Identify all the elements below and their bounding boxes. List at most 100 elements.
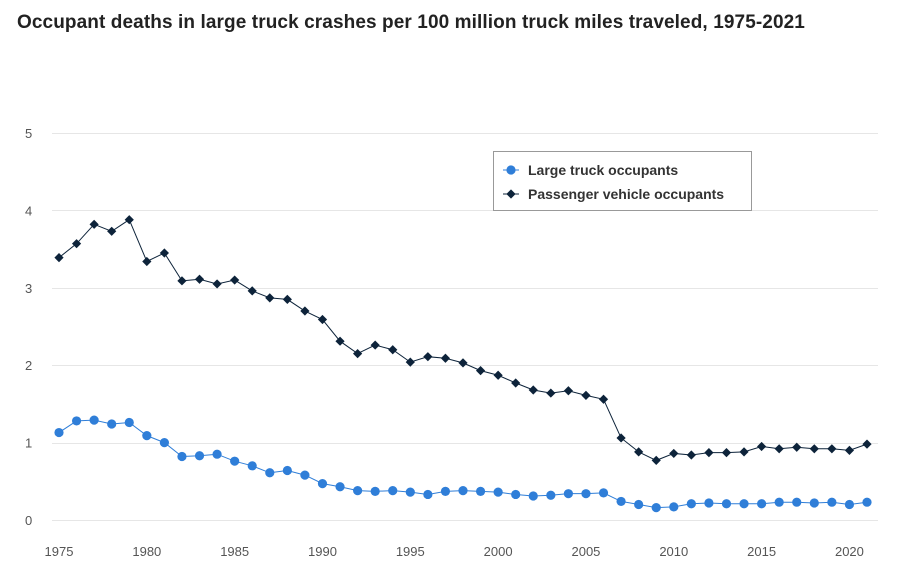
- data-point-large-truck-1991[interactable]: [335, 482, 345, 492]
- data-point-large-truck-2004[interactable]: [563, 489, 573, 499]
- data-point-passenger-vehicle-1985[interactable]: [230, 275, 240, 285]
- data-point-passenger-vehicle-1979[interactable]: [124, 215, 134, 225]
- data-point-passenger-vehicle-1994[interactable]: [388, 345, 398, 355]
- data-point-large-truck-2008[interactable]: [634, 499, 644, 510]
- data-point-passenger-vehicle-2015[interactable]: [757, 441, 767, 452]
- data-point-passenger-vehicle-1976[interactable]: [71, 239, 82, 249]
- data-point-passenger-vehicle-2002[interactable]: [528, 385, 538, 395]
- data-point-passenger-vehicle-2018[interactable]: [809, 444, 819, 454]
- data-point-passenger-vehicle-1996[interactable]: [423, 352, 433, 362]
- data-point-passenger-vehicle-1989[interactable]: [300, 306, 310, 316]
- data-point-large-truck-2002[interactable]: [528, 491, 538, 501]
- data-point-passenger-vehicle-2009[interactable]: [651, 455, 661, 466]
- data-point-passenger-vehicle-2006[interactable]: [598, 394, 609, 404]
- data-point-large-truck-1999[interactable]: [475, 486, 486, 496]
- data-point-passenger-vehicle-1992[interactable]: [353, 348, 363, 359]
- data-point-passenger-vehicle-1997[interactable]: [440, 353, 451, 363]
- data-point-large-truck-1981[interactable]: [159, 438, 169, 448]
- legend-item-large-truck[interactable]: Large truck occupants: [503, 162, 678, 178]
- data-point-passenger-vehicle-1993[interactable]: [370, 340, 380, 350]
- data-point-passenger-vehicle-1991[interactable]: [335, 336, 345, 346]
- data-point-large-truck-2019[interactable]: [827, 497, 837, 507]
- data-point-large-truck-2006[interactable]: [598, 488, 609, 498]
- data-point-large-truck-2009[interactable]: [651, 503, 661, 513]
- data-point-passenger-vehicle-2013[interactable]: [721, 448, 732, 458]
- data-point-passenger-vehicle-2005[interactable]: [581, 390, 591, 400]
- data-point-passenger-vehicle-1982[interactable]: [177, 276, 187, 286]
- data-point-large-truck-2007[interactable]: [616, 496, 626, 507]
- data-point-passenger-vehicle-1995[interactable]: [405, 357, 415, 367]
- data-point-large-truck-2020[interactable]: [844, 499, 855, 510]
- data-point-passenger-vehicle-1978[interactable]: [107, 226, 117, 236]
- data-point-passenger-vehicle-2017[interactable]: [792, 442, 802, 452]
- data-point-passenger-vehicle-1984[interactable]: [212, 279, 222, 289]
- data-point-passenger-vehicle-2008[interactable]: [634, 447, 644, 457]
- data-point-passenger-vehicle-2001[interactable]: [511, 378, 521, 388]
- data-point-large-truck-2017[interactable]: [792, 497, 802, 507]
- data-point-large-truck-1989[interactable]: [300, 470, 310, 480]
- data-point-passenger-vehicle-1990[interactable]: [317, 314, 328, 325]
- data-point-large-truck-1984[interactable]: [212, 449, 222, 459]
- data-point-passenger-vehicle-2007[interactable]: [616, 433, 626, 443]
- data-point-passenger-vehicle-2010[interactable]: [669, 448, 679, 459]
- data-point-large-truck-2011[interactable]: [686, 499, 696, 509]
- data-point-passenger-vehicle-1983[interactable]: [194, 274, 205, 284]
- data-point-large-truck-1996[interactable]: [423, 489, 433, 500]
- data-point-passenger-vehicle-1980[interactable]: [142, 256, 152, 267]
- data-point-large-truck-2000[interactable]: [493, 487, 503, 497]
- data-point-large-truck-1990[interactable]: [317, 479, 328, 489]
- data-point-passenger-vehicle-2014[interactable]: [739, 447, 749, 457]
- data-point-passenger-vehicle-1999[interactable]: [475, 366, 486, 376]
- data-point-passenger-vehicle-2011[interactable]: [686, 450, 696, 460]
- x-axis-tick-labels: 1975 1980 1985 1990 1995 2000 2005 2010 2015 2020: [45, 544, 864, 559]
- data-point-large-truck-1992[interactable]: [353, 485, 363, 496]
- legend-item-passenger-vehicle[interactable]: Passenger vehicle occupants: [503, 186, 724, 202]
- data-point-large-truck-2012[interactable]: [704, 498, 714, 508]
- data-point-large-truck-1993[interactable]: [370, 486, 380, 496]
- data-point-large-truck-1986[interactable]: [247, 461, 257, 471]
- legend[interactable]: Large truck occupants Passenger vehicle o…: [493, 151, 752, 211]
- data-point-passenger-vehicle-2021[interactable]: [862, 439, 872, 449]
- data-point-large-truck-2016[interactable]: [774, 497, 784, 507]
- data-point-large-truck-1987[interactable]: [265, 468, 275, 478]
- data-point-large-truck-1975[interactable]: [54, 427, 64, 438]
- data-point-large-truck-1976[interactable]: [71, 416, 82, 426]
- data-point-passenger-vehicle-1987[interactable]: [265, 293, 275, 303]
- data-point-large-truck-2018[interactable]: [809, 498, 819, 508]
- data-point-large-truck-1979[interactable]: [124, 417, 134, 428]
- data-point-large-truck-1985[interactable]: [230, 456, 240, 466]
- data-point-large-truck-1977[interactable]: [89, 415, 99, 425]
- data-point-passenger-vehicle-1977[interactable]: [89, 219, 99, 229]
- data-point-passenger-vehicle-2016[interactable]: [774, 444, 784, 454]
- data-point-passenger-vehicle-2012[interactable]: [704, 448, 714, 458]
- data-point-large-truck-1997[interactable]: [440, 486, 451, 496]
- data-point-large-truck-2021[interactable]: [862, 497, 872, 507]
- y-tick-label: 2: [25, 358, 32, 373]
- data-point-large-truck-1980[interactable]: [142, 431, 152, 441]
- data-point-large-truck-2013[interactable]: [721, 499, 732, 509]
- data-point-large-truck-2001[interactable]: [511, 489, 521, 500]
- data-point-large-truck-1994[interactable]: [388, 485, 398, 496]
- data-point-large-truck-2005[interactable]: [581, 489, 591, 499]
- data-point-large-truck-1978[interactable]: [107, 419, 117, 429]
- data-point-large-truck-1998[interactable]: [458, 485, 468, 496]
- data-point-passenger-vehicle-2020[interactable]: [844, 445, 855, 455]
- data-point-passenger-vehicle-1986[interactable]: [247, 286, 257, 296]
- data-point-passenger-vehicle-1998[interactable]: [458, 358, 468, 368]
- data-point-large-truck-1995[interactable]: [405, 487, 415, 497]
- data-point-passenger-vehicle-2003[interactable]: [546, 388, 556, 398]
- data-point-passenger-vehicle-2000[interactable]: [493, 370, 503, 380]
- data-point-large-truck-1983[interactable]: [194, 451, 205, 461]
- data-point-large-truck-2010[interactable]: [669, 502, 679, 512]
- data-point-passenger-vehicle-2019[interactable]: [827, 444, 837, 454]
- data-point-passenger-vehicle-1988[interactable]: [282, 294, 292, 305]
- data-point-large-truck-2014[interactable]: [739, 499, 749, 509]
- data-point-passenger-vehicle-2004[interactable]: [563, 386, 573, 396]
- y-tick-label: 3: [25, 281, 32, 296]
- data-point-large-truck-2015[interactable]: [757, 499, 767, 509]
- data-point-passenger-vehicle-1975[interactable]: [54, 253, 64, 263]
- data-point-large-truck-1988[interactable]: [282, 465, 292, 476]
- data-point-passenger-vehicle-1981[interactable]: [159, 248, 169, 258]
- data-point-large-truck-2003[interactable]: [546, 490, 556, 500]
- data-point-large-truck-1982[interactable]: [177, 451, 187, 462]
